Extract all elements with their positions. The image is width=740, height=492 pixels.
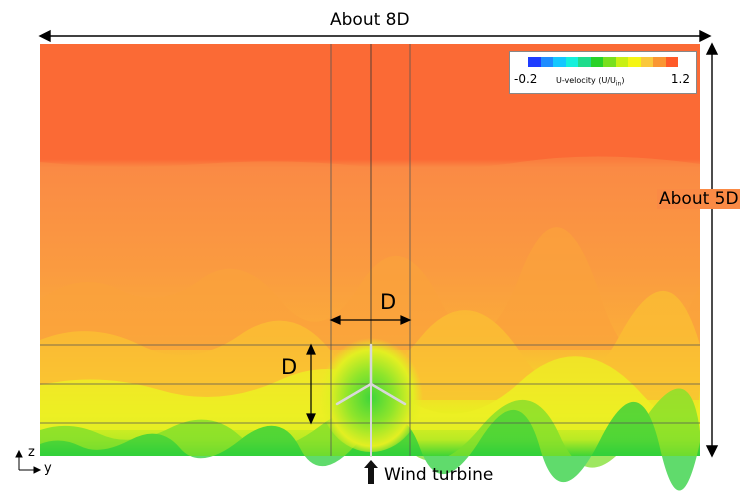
legend-swatch-8 — [628, 57, 641, 67]
width-dimension-arrow — [38, 29, 712, 43]
axes-indicator-icon — [15, 449, 42, 474]
legend-swatch-9 — [640, 57, 653, 67]
legend-title: U-velocity (U/Uin) — [556, 76, 625, 88]
legend-swatch-11 — [665, 57, 678, 67]
wind-turbine-label: Wind turbine — [384, 465, 494, 485]
height-dimension-arrow — [705, 42, 719, 458]
legend-min-value: -0.2 — [514, 72, 538, 86]
legend-swatch-4 — [578, 57, 591, 67]
legend-max-value: 1.2 — [670, 72, 690, 86]
axis-y-label: y — [44, 461, 52, 476]
legend-swatch-10 — [653, 57, 666, 67]
legend-swatch-6 — [603, 57, 616, 67]
legend-swatch-7 — [615, 57, 628, 67]
diameter-label-horizontal: D — [380, 290, 397, 314]
legend-swatch-1 — [540, 57, 553, 67]
diameter-label-vertical: D — [281, 355, 298, 379]
legend-swatch-0 — [528, 57, 541, 67]
legend-swatch-2 — [553, 57, 566, 67]
axis-z-label: z — [28, 445, 35, 460]
legend-swatch-5 — [590, 57, 603, 67]
legend-swatch-3 — [565, 57, 578, 67]
width-label: About 8D — [330, 10, 410, 30]
height-label: About 5D — [657, 189, 740, 209]
rotor-diameter-arrow-vertical — [306, 343, 316, 425]
turbine-marker-icon — [364, 460, 378, 484]
band-boundary-upper — [40, 156, 700, 170]
turbine-rotor — [335, 343, 407, 457]
velocity-legend: -0.2 U-velocity (U/Uin) 1.2 — [509, 51, 697, 94]
legend-color-bar — [528, 57, 678, 67]
rotor-diameter-arrow-horizontal — [329, 315, 412, 325]
